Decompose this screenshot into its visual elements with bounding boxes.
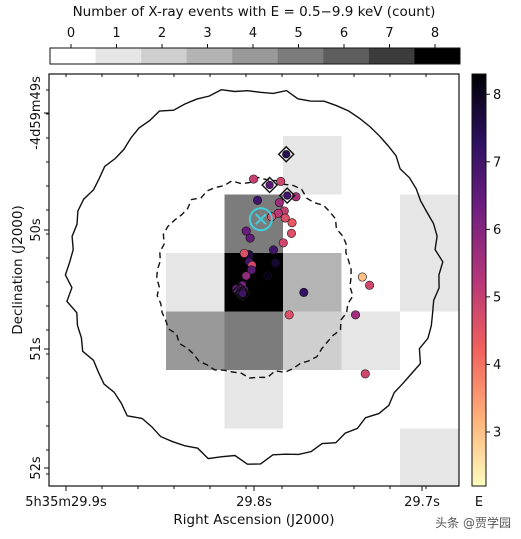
flagged-event-diamond	[261, 176, 279, 194]
contour-outer	[64, 88, 444, 465]
top-colorbar-tick-label: 4	[249, 26, 257, 41]
top-colorbar-tick-label: 8	[431, 26, 439, 41]
energy-colorbar-tick-label: 8	[493, 88, 501, 103]
top-colorbar-tick-label: 5	[294, 26, 302, 41]
event-marker	[287, 218, 297, 228]
event-marker	[360, 369, 370, 379]
event-marker	[241, 226, 251, 236]
source-position-cross	[255, 213, 267, 225]
energy-colorbar-tick-label: 5	[493, 290, 501, 305]
heatmap-pixel	[400, 253, 459, 312]
event-marker	[246, 265, 256, 275]
flagged-event-marker	[282, 150, 291, 159]
event-marker	[274, 198, 284, 208]
flagged-event-marker	[265, 180, 274, 190]
top-colorbar-segment	[232, 48, 279, 64]
flagged-event-diamond	[277, 145, 295, 163]
top-colorbar-segment	[141, 48, 188, 64]
top-colorbar-tick-label: 6	[340, 26, 348, 41]
heatmap-pixel	[283, 136, 342, 195]
event-marker	[286, 228, 296, 238]
x-tick-label: 29.8s	[236, 495, 272, 510]
event-marker	[245, 233, 255, 243]
event-marker	[270, 258, 280, 268]
heatmap-pixel	[283, 253, 342, 312]
top-colorbar-title: Number of X-ray events with E = 0.5−9.9 …	[73, 4, 436, 20]
top-colorbar	[49, 44, 461, 65]
top-colorbar-segment	[368, 48, 415, 64]
x-tick-label: 29.7s	[404, 495, 440, 510]
flagged-event-diamond	[234, 285, 252, 303]
event-marker	[278, 238, 288, 248]
event-marker	[253, 195, 263, 205]
top-colorbar-tick-label: 7	[385, 26, 393, 41]
top-colorbar-tick-label: 3	[203, 26, 211, 41]
top-colorbar-segment	[414, 48, 461, 64]
event-marker	[280, 213, 290, 223]
energy-colorbar-fill	[472, 74, 486, 486]
y-tick-label: 52s	[29, 456, 44, 480]
top-colorbar-frame	[49, 47, 461, 65]
flagged-event-diamond	[278, 187, 296, 205]
y-tick-label: -4d59m49s	[29, 76, 44, 150]
event-marker	[299, 287, 309, 297]
x-axis-label: Right Ascension (J2000)	[173, 512, 334, 528]
heatmap-pixel	[400, 194, 459, 253]
top-colorbar-tick-label: 0	[67, 26, 75, 41]
y-tick-label: 51s	[29, 337, 44, 361]
event-marker	[249, 174, 259, 184]
event-marker	[365, 280, 375, 290]
energy-colorbar-tick-label: 6	[493, 223, 501, 238]
energy-colorbar-frame	[471, 73, 487, 487]
flagged-event-marker	[283, 191, 292, 200]
event-marker	[284, 310, 294, 320]
y-axis-label: Declination (J2000)	[10, 205, 26, 334]
energy-colorbar-tick-label: 4	[493, 358, 501, 373]
heatmap-pixel	[341, 311, 400, 370]
event-marker	[357, 272, 367, 282]
event-marker	[276, 176, 286, 186]
contour-inner-dashed	[155, 176, 354, 379]
heatmap-pixel	[224, 194, 283, 253]
plot-area: 5h35m29.9s 29.8s 29.7s -4d59m49s 50s 51s 52s	[25, 73, 460, 510]
heatmap-pixel	[166, 311, 225, 370]
top-colorbar-tick-labels: 0 1 2 3 4 5 6 7 8	[67, 26, 439, 41]
watermark: 头条 @贾学园	[435, 516, 511, 530]
top-colorbar-segment	[95, 48, 142, 64]
energy-colorbar-tick-label: 7	[493, 155, 501, 170]
event-marker	[351, 310, 361, 320]
heatmap-pixel	[224, 311, 283, 370]
energy-colorbar-label: E	[475, 495, 483, 510]
heatmap-pixel	[224, 370, 283, 429]
event-marker	[241, 271, 251, 281]
heatmap-pixel	[166, 253, 225, 312]
y-tick-label: 50s	[29, 218, 44, 242]
energy-colorbar-tick-label: 3	[493, 425, 501, 440]
x-tick-label: 5h35m29.9s	[25, 495, 107, 510]
top-colorbar-tick-label: 1	[112, 26, 120, 41]
top-colorbar-segment	[50, 48, 97, 64]
top-colorbar-segment	[186, 48, 233, 64]
top-colorbar-segment	[277, 48, 324, 64]
event-marker	[269, 245, 279, 255]
heatmap-pixel	[283, 311, 342, 370]
source-position-circle	[248, 207, 273, 232]
flagged-event-marker	[238, 289, 247, 298]
heatmap-pixel	[400, 428, 459, 487]
event-marker	[263, 271, 273, 281]
event-marker	[239, 248, 249, 258]
top-colorbar-segment	[323, 48, 370, 64]
top-colorbar-tick-label: 2	[158, 26, 166, 41]
energy-colorbar: 3 4 5 6 7 8	[471, 73, 501, 487]
